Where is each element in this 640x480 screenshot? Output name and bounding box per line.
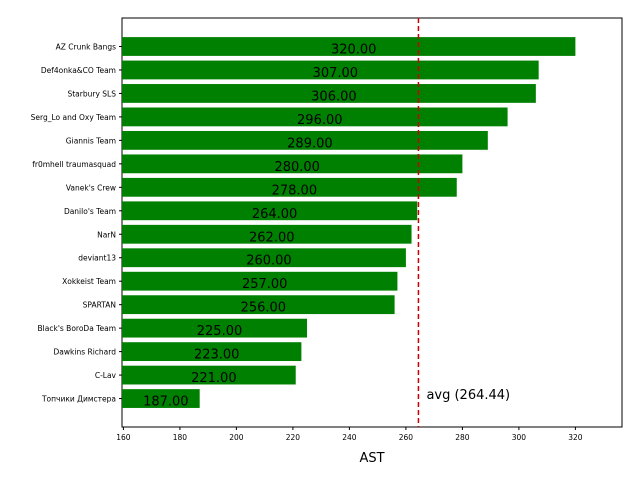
category-label: deviant13 [78,254,116,263]
bar [122,295,395,315]
bar-value-label: 221.00 [191,371,237,386]
bar [122,154,463,174]
category-label: Black's BoroDa Team [38,324,116,333]
bar [122,271,398,291]
value-labels-group: 320.00 307.00 306.00 296.00 289.00 280.00 278.… [143,43,376,410]
category-label: AZ Crunk Bangs [56,43,116,52]
x-tick-label: 280 [455,433,470,442]
bar-value-label: 256.00 [241,301,287,316]
bar [122,248,406,268]
category-label: Dawkins Richard [54,348,117,357]
category-label: Starbury SLS [67,89,116,98]
x-tick-label: 200 [229,433,244,442]
x-tick-label: 320 [568,433,583,442]
x-tick-label: 160 [116,433,131,442]
bar-value-label: 320.00 [331,43,377,58]
bar-value-label: 280.00 [274,160,320,175]
x-tick-label: 240 [342,433,357,442]
category-label: NarN [97,230,116,239]
bar-value-label: 262.00 [249,230,295,245]
x-tick-label: 220 [286,433,301,442]
bar [122,224,412,244]
x-axis-label: AST [359,451,384,466]
bar [122,60,539,80]
category-label: Serg_Lo and Oxy Team [31,113,116,122]
bar [122,130,488,150]
bar [122,37,576,56]
bar [122,107,508,127]
bar-value-label: 296.00 [297,113,343,128]
bar [122,342,302,362]
bar [122,365,296,385]
category-label: Топчики Димстера [41,395,116,404]
plot-frame [121,17,623,428]
bars-group [122,37,576,408]
bar [122,177,457,197]
bar [122,201,418,221]
x-ticks-group: 160 180 200 220 240 260 280 300 320 [116,427,583,442]
bar-value-label: 264.00 [252,207,298,222]
bar-value-label: 187.00 [143,395,189,410]
category-label: Danilo's Team [64,207,116,216]
bar-value-label: 257.00 [242,277,288,292]
bar-value-label: 223.00 [194,348,240,363]
x-tick-label: 300 [512,433,527,442]
category-label: SPARTAN [83,301,116,310]
average-label: avg (264.44) [426,388,510,403]
category-label: Vanek's Crew [66,183,116,192]
bar-value-label: 306.00 [311,89,357,104]
category-label: fr0mhell traumasquad [32,160,116,169]
bar-value-label: 307.00 [313,66,359,81]
bar [122,389,200,408]
category-label: Xokkeist Team [62,277,116,286]
category-label: C-Lav [95,371,117,380]
x-tick-label: 180 [173,433,188,442]
bar-value-label: 225.00 [197,324,243,339]
bar-value-label: 289.00 [287,136,333,151]
category-label: Def4onka&CO Team [41,66,116,75]
bar-value-label: 278.00 [272,183,318,198]
x-tick-label: 260 [399,433,414,442]
bar-value-label: 260.00 [246,254,292,269]
bar [122,84,536,103]
category-label: Giannis Team [66,136,116,145]
bar [122,318,308,338]
category-labels-group: AZ Crunk Bangs Def4onka&CO Team Starbury S… [31,43,122,404]
